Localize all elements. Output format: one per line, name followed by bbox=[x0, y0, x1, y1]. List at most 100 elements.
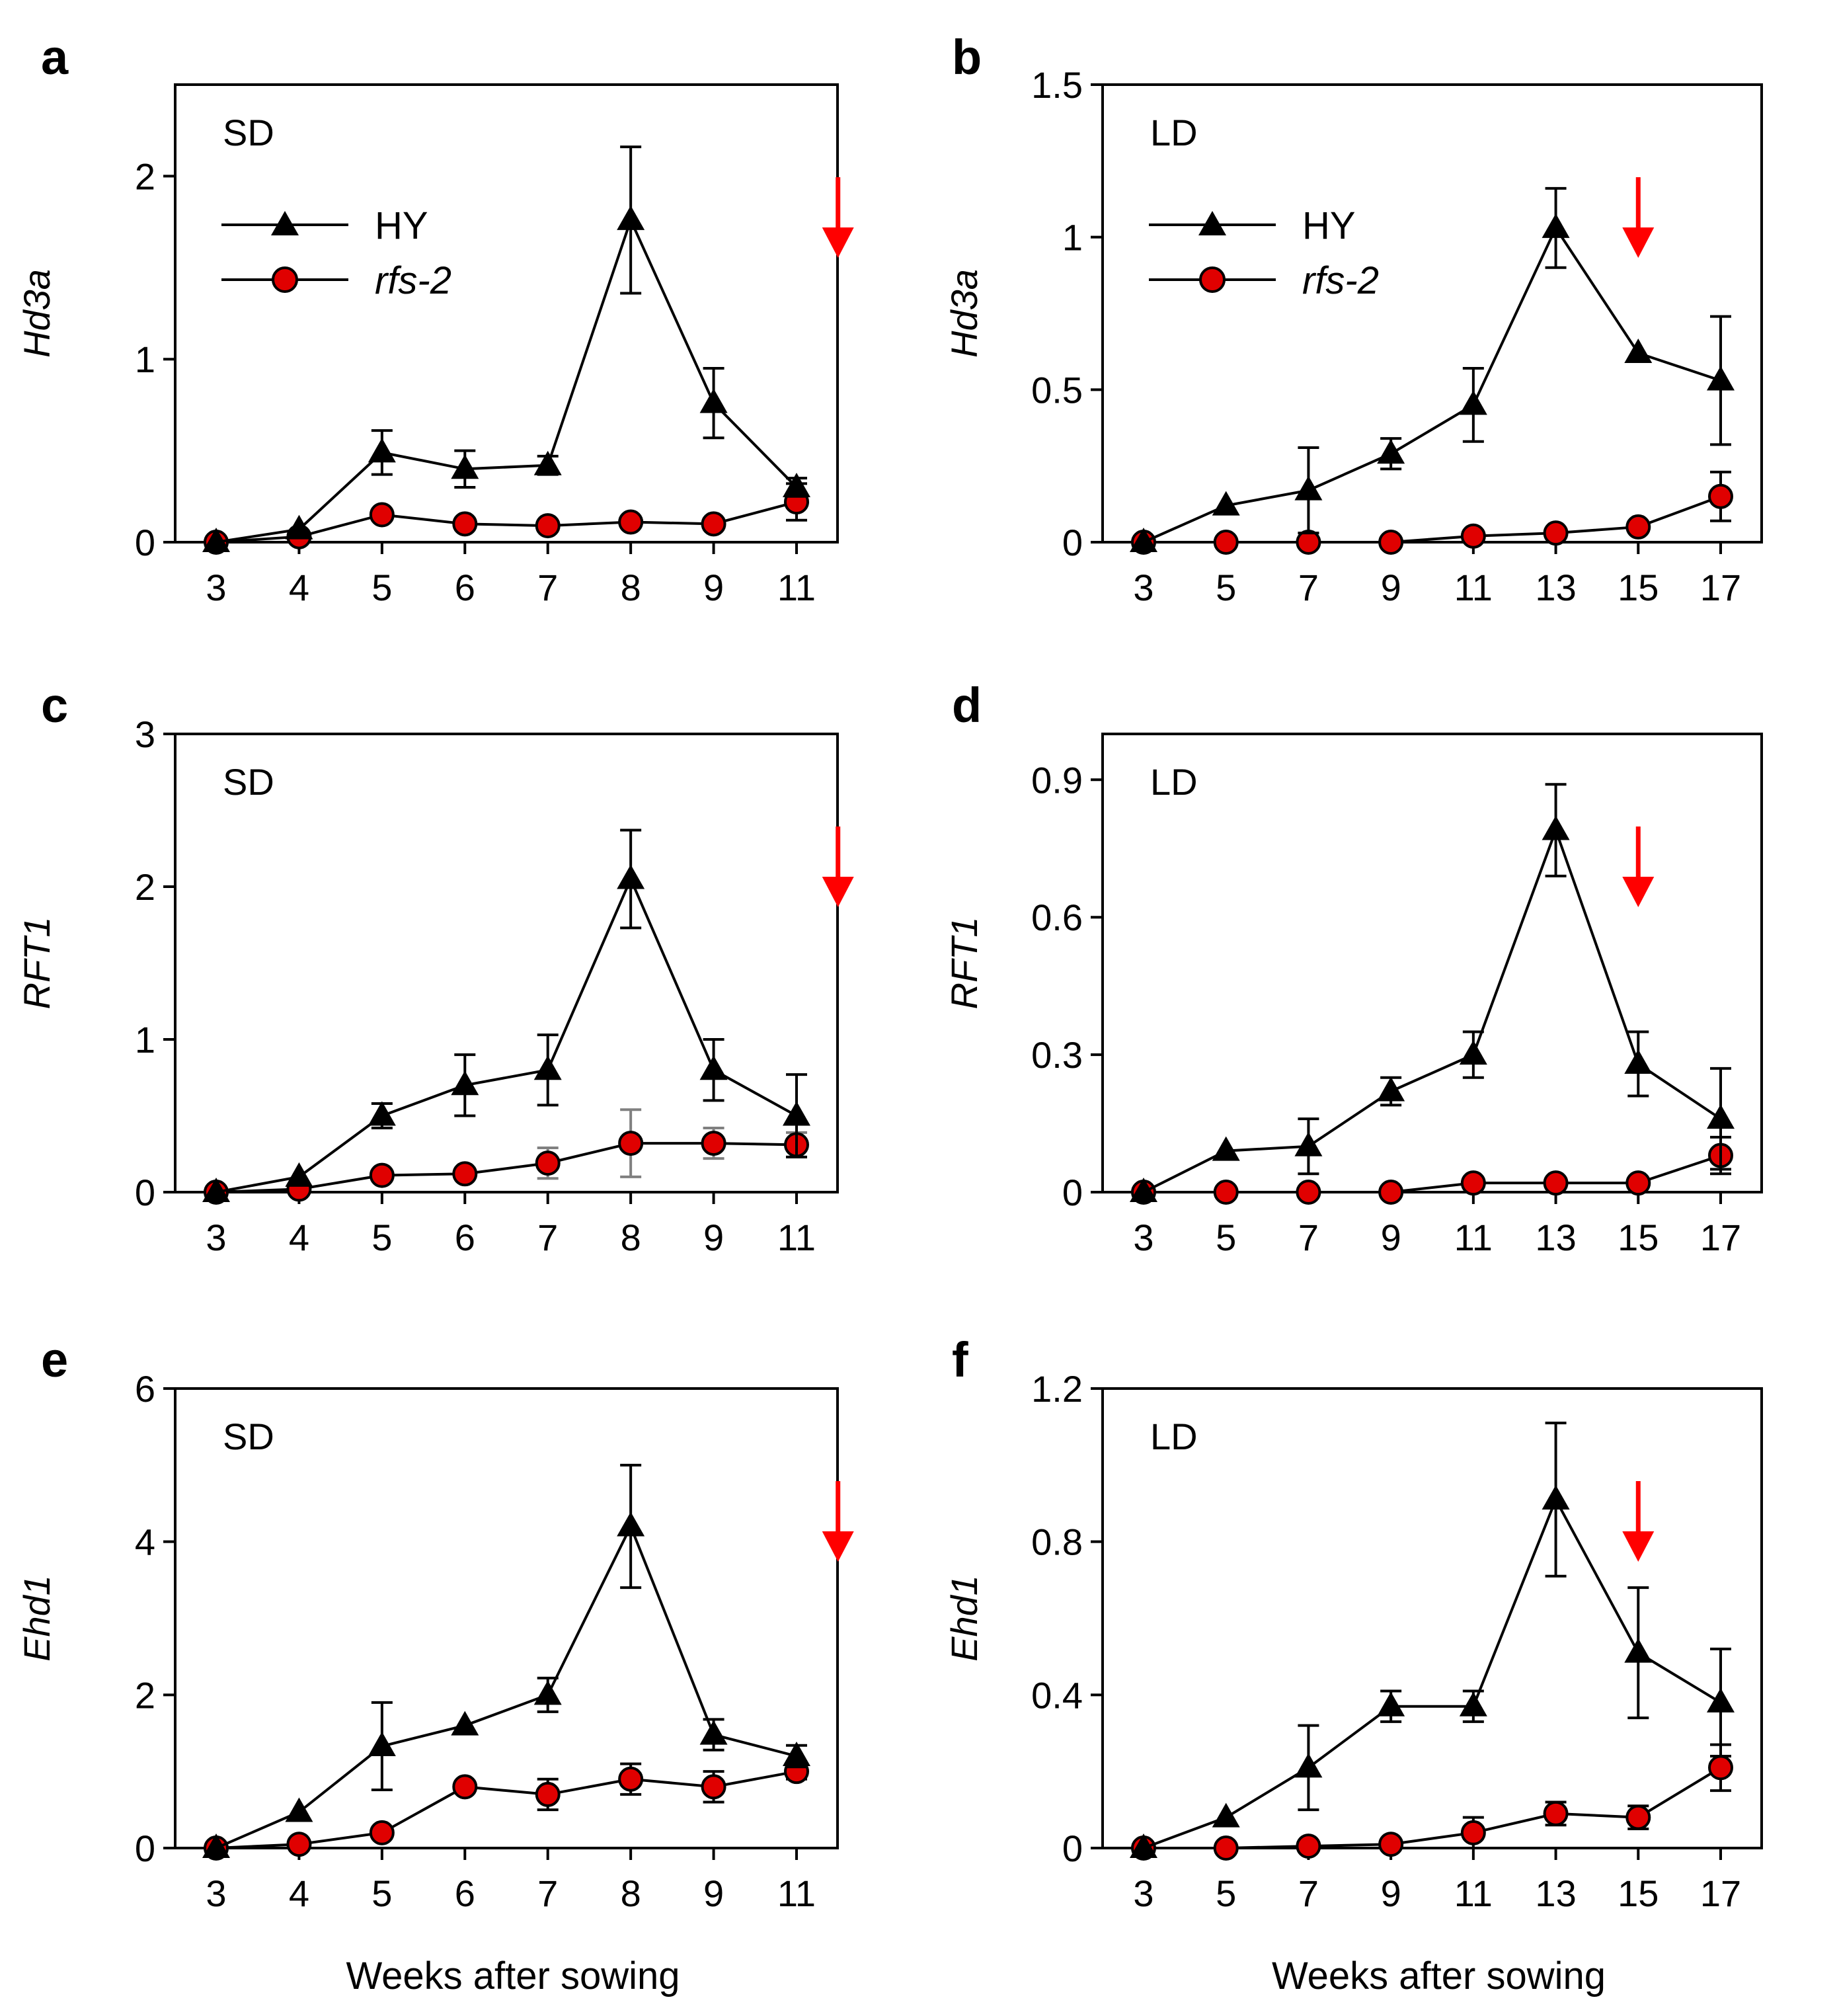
panel-letter: f bbox=[952, 1332, 968, 1387]
y-tick-label: 3 bbox=[135, 713, 155, 755]
x-tick-label: 5 bbox=[371, 567, 392, 608]
data-point-circle bbox=[618, 509, 644, 535]
panel-c: c 0 1 2 3 3 4 5 6 7 8 9 11 RFT1 SD bbox=[16, 678, 854, 1258]
y-tick-label: 2 bbox=[135, 155, 155, 197]
panel-letter: d bbox=[952, 678, 982, 733]
data-point-triangle bbox=[1377, 1076, 1405, 1102]
x-tick-label: 5 bbox=[371, 1217, 392, 1258]
x-tick-label: 3 bbox=[206, 567, 226, 608]
series-line bbox=[215, 501, 797, 544]
series-line bbox=[215, 216, 798, 544]
y-tick-label: 1 bbox=[1062, 217, 1083, 259]
y-tick-label: 0 bbox=[1062, 1172, 1083, 1213]
legend-marker-rfs2 bbox=[1199, 266, 1226, 293]
series-rfs2 bbox=[1131, 1743, 1733, 1861]
x-tick-label: 4 bbox=[289, 567, 309, 608]
x-tick-label: 15 bbox=[1618, 1217, 1659, 1258]
series-rfs2 bbox=[1131, 1135, 1733, 1205]
data-point-circle bbox=[701, 1131, 726, 1156]
y-tick-label: 0.5 bbox=[1031, 369, 1083, 411]
data-point-circle bbox=[1708, 1755, 1733, 1781]
data-point-triangle bbox=[1707, 1104, 1735, 1129]
series-hy bbox=[202, 145, 810, 552]
y-tick-label: 1 bbox=[135, 1019, 155, 1061]
y-tick-label: 0 bbox=[1062, 1828, 1083, 1869]
data-point-triangle bbox=[617, 205, 645, 230]
data-point-circle bbox=[1460, 1820, 1486, 1845]
x-tick-label: 9 bbox=[703, 1217, 724, 1258]
y-tick-label: 0.9 bbox=[1031, 759, 1083, 801]
x-tick-label: 17 bbox=[1700, 1217, 1741, 1258]
x-tick-label: 9 bbox=[703, 567, 724, 608]
data-point-circle bbox=[1625, 1804, 1651, 1830]
y-tick-label: 4 bbox=[135, 1521, 155, 1563]
plot-frame bbox=[174, 733, 839, 1193]
panel-f: f 0 0.4 0.8 1.2 3 5 7 9 11 13 15 17 Ehd1 LD Weeks after… bbox=[943, 1332, 1763, 1997]
series-line bbox=[1143, 1496, 1722, 1849]
data-point-triangle bbox=[1624, 1049, 1653, 1074]
data-point-circle bbox=[618, 1131, 644, 1156]
panel-letter: e bbox=[41, 1332, 68, 1387]
data-point-circle bbox=[701, 1774, 726, 1800]
x-tick-label: 11 bbox=[777, 567, 816, 608]
y-tick-label: 0.8 bbox=[1031, 1521, 1083, 1563]
data-point-triangle bbox=[285, 1797, 313, 1822]
y-tick-label: 6 bbox=[135, 1368, 155, 1410]
data-point-circle bbox=[286, 1832, 312, 1857]
x-tick-label: 6 bbox=[455, 567, 475, 608]
x-tick-label: 5 bbox=[371, 1873, 392, 1914]
data-point-circle bbox=[1543, 1170, 1569, 1196]
panel-letter: b bbox=[952, 30, 982, 85]
data-point-triangle bbox=[1624, 338, 1653, 363]
series-line bbox=[215, 1523, 797, 1849]
condition-label: SD bbox=[223, 112, 274, 153]
data-point-triangle bbox=[202, 528, 230, 552]
data-point-circle bbox=[369, 1820, 395, 1845]
x-tick-label: 15 bbox=[1618, 567, 1659, 608]
data-point-circle bbox=[1543, 520, 1569, 546]
data-point-circle bbox=[452, 1161, 478, 1187]
panel-letter: c bbox=[41, 678, 68, 733]
x-tick-label: 3 bbox=[1133, 1217, 1153, 1258]
panel-letter: a bbox=[41, 30, 69, 85]
legend-marker-hy bbox=[271, 211, 299, 235]
x-tick-label: 4 bbox=[289, 1217, 309, 1258]
data-point-triangle bbox=[1459, 1691, 1487, 1716]
x-tick-label: 3 bbox=[206, 1873, 226, 1914]
data-point-circle bbox=[1213, 1835, 1239, 1861]
y-tick-label: 0 bbox=[1062, 522, 1083, 563]
data-point-triangle bbox=[1542, 213, 1570, 238]
data-point-circle bbox=[1378, 530, 1404, 555]
panel-b: b 0 0.5 1 1.5 3 5 7 9 11 13 15 17 Hd3a LD HY rfs-2 bbox=[943, 30, 1763, 608]
data-point-triangle bbox=[368, 1731, 396, 1756]
x-tick-label: 3 bbox=[1133, 1873, 1153, 1914]
x-tick-label: 7 bbox=[537, 1217, 558, 1258]
data-point-triangle bbox=[699, 1720, 728, 1745]
heading-arrow-head bbox=[822, 227, 854, 258]
data-point-circle bbox=[369, 502, 395, 528]
x-tick-label: 5 bbox=[1216, 1217, 1236, 1258]
plot-frame bbox=[174, 83, 839, 544]
data-point-triangle bbox=[368, 438, 396, 463]
data-point-triangle bbox=[1377, 1691, 1405, 1716]
series-line bbox=[1144, 1766, 1722, 1849]
x-tick-label: 7 bbox=[1298, 1217, 1319, 1258]
series-hy bbox=[1130, 1422, 1735, 1858]
data-point-triangle bbox=[202, 1834, 230, 1858]
data-point-circle bbox=[1213, 530, 1239, 555]
data-point-circle bbox=[1625, 514, 1651, 540]
x-tick-label: 7 bbox=[1298, 1873, 1319, 1914]
data-point-circle bbox=[1213, 1180, 1239, 1205]
x-tick-label: 7 bbox=[537, 1873, 558, 1914]
data-point-triangle bbox=[617, 864, 645, 889]
data-point-triangle bbox=[285, 1162, 313, 1187]
plot-frame bbox=[1101, 83, 1763, 544]
data-point-triangle bbox=[1294, 1131, 1323, 1156]
legend-marker-rfs2 bbox=[272, 266, 298, 293]
legend-label-hy: HY bbox=[1302, 204, 1356, 247]
heading-arrow-head bbox=[822, 1531, 854, 1562]
data-point-circle bbox=[618, 1766, 644, 1792]
y-tick-label: 2 bbox=[135, 866, 155, 908]
data-point-triangle bbox=[533, 1680, 562, 1705]
